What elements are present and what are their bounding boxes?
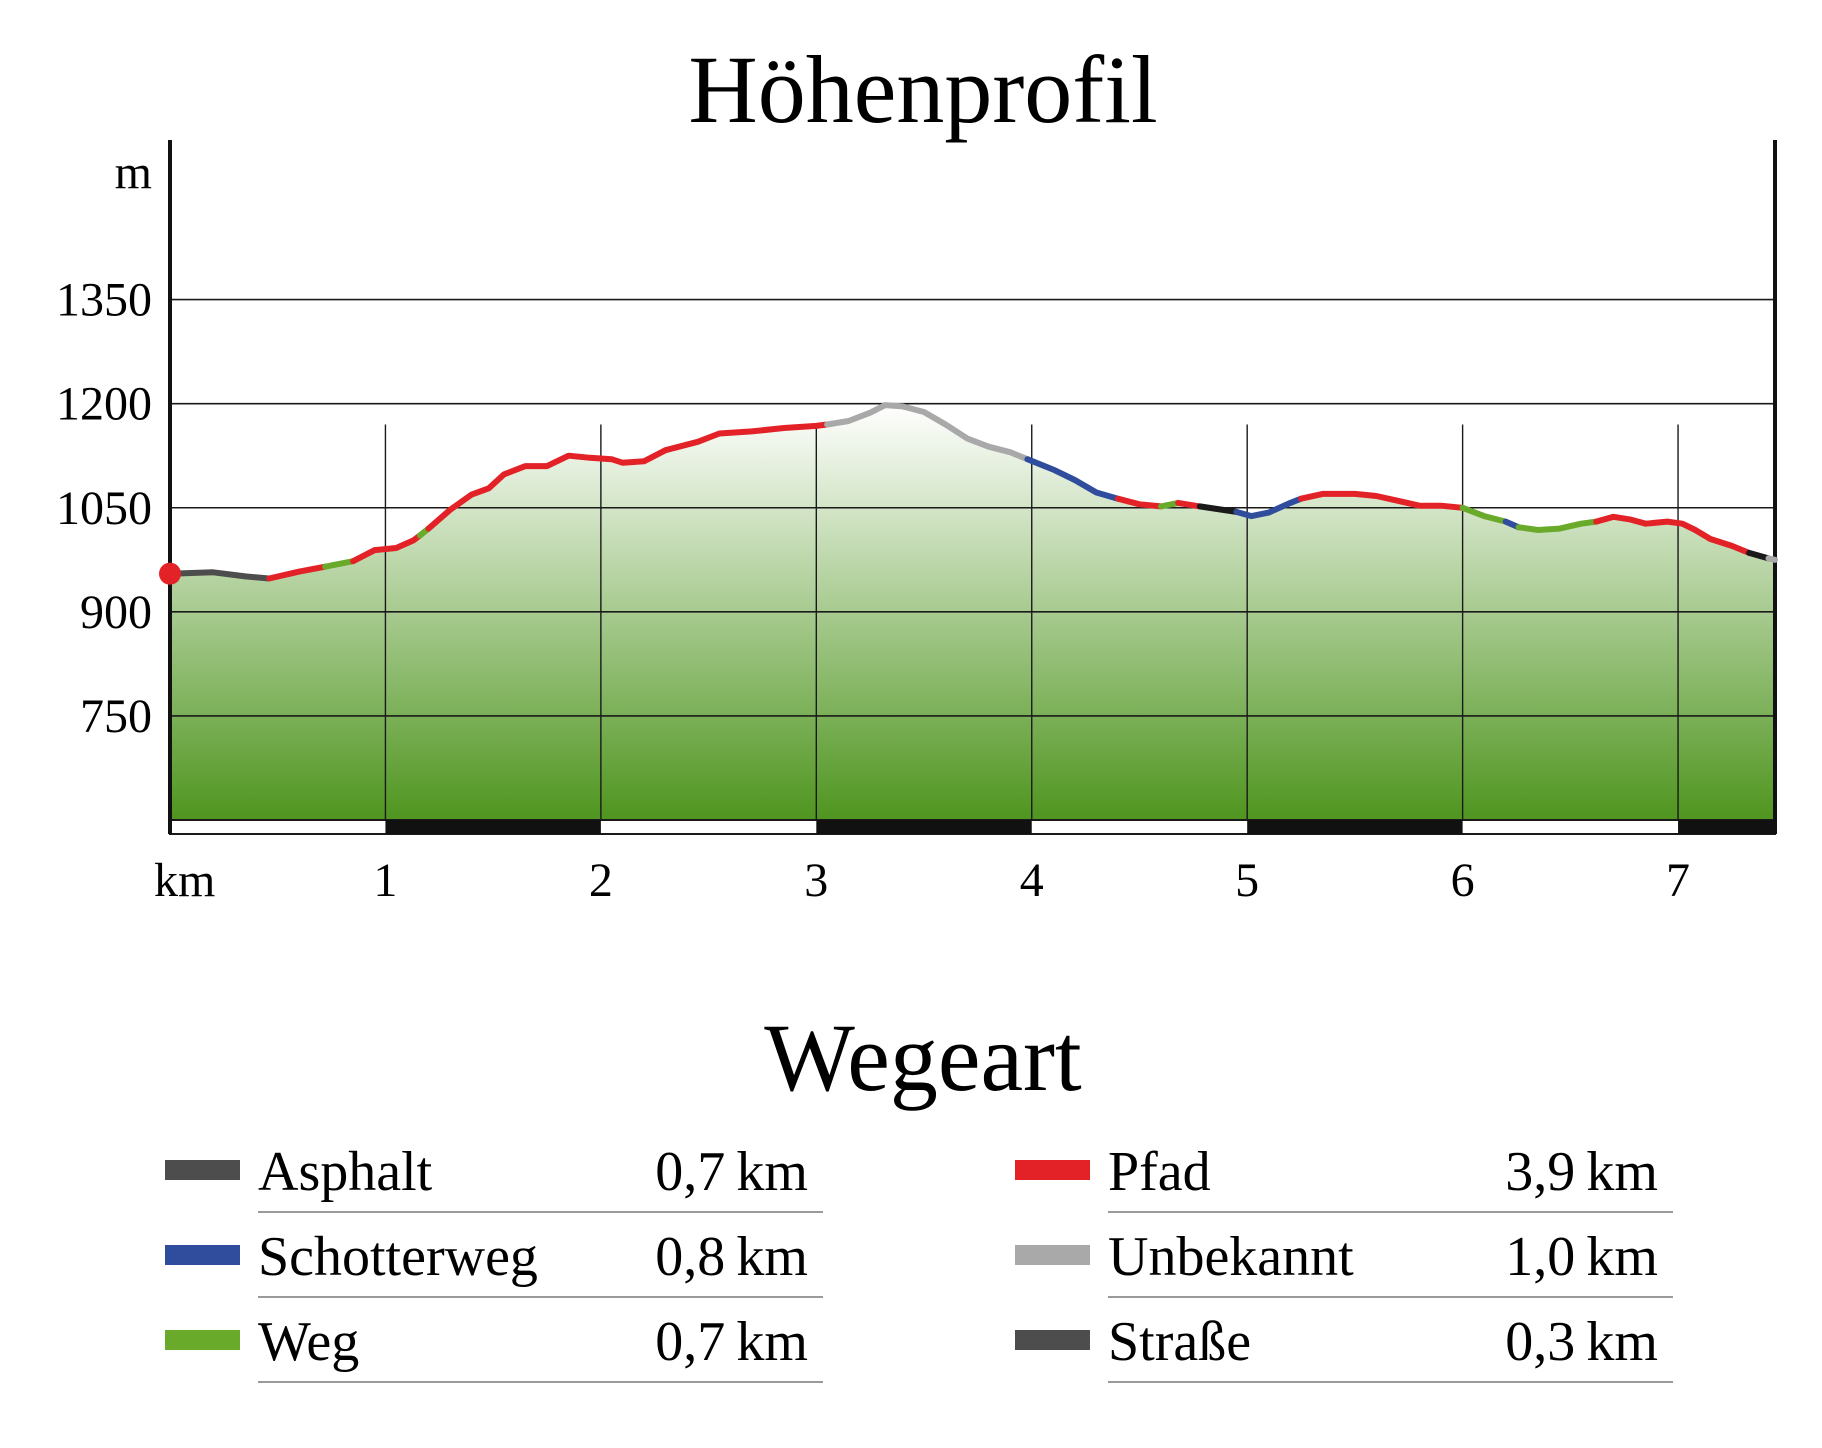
chart-title: Höhenprofil [688, 36, 1157, 143]
y-tick-label: 750 [80, 690, 152, 743]
start-marker [159, 562, 181, 585]
y-tick-label: 1050 [56, 482, 152, 535]
legend-label: Weg [258, 1311, 359, 1373]
y-tick-label: 900 [80, 586, 152, 639]
legend-swatch-schotterweg [165, 1245, 240, 1265]
legend-label: Straße [1108, 1311, 1251, 1373]
legend-value: 0,8 km [655, 1226, 808, 1288]
legend-swatch-straße [1015, 1330, 1090, 1350]
legend-label: Schotterweg [258, 1226, 538, 1288]
profile-segment-pfad [1593, 513, 1753, 556]
x-tick-label: 3 [804, 854, 828, 907]
legend-value: 0,7 km [655, 1141, 808, 1203]
km-scale-bar [169, 819, 1776, 835]
profile-segment-weg [322, 558, 357, 570]
legend-title: Wegeart [764, 1004, 1082, 1111]
axis-layer [168, 140, 1777, 834]
x-tick-label: 4 [1020, 854, 1044, 907]
y-axis-unit-label: m [115, 146, 152, 199]
legend-label: Unbekannt [1108, 1226, 1354, 1288]
x-axis-unit-label: km [154, 854, 215, 907]
profile-segment-pfad [425, 421, 831, 532]
legend-swatch-asphalt [165, 1160, 240, 1180]
y-tick-label: 1350 [56, 274, 152, 327]
km-scale-block [1678, 820, 1775, 834]
legend-label: Asphalt [258, 1141, 433, 1203]
profile-segment-pfad [1298, 490, 1466, 511]
y-tick-label: 1200 [56, 378, 152, 431]
profile-segment-unbekannt [824, 402, 1031, 463]
legend: Asphalt 0,7 km Schotterweg 0,8 km Weg 0,7 km P… [165, 1141, 1673, 1383]
legend-value: 3,9 km [1505, 1141, 1658, 1203]
grid-layer [170, 298, 1775, 820]
legend-label: Pfad [1108, 1141, 1211, 1203]
x-tick-label: 6 [1451, 854, 1475, 907]
profile-segment-schotterweg [1024, 456, 1121, 502]
profile-segment-pfad [1114, 495, 1164, 510]
profile-segment-straße [1746, 549, 1772, 562]
legend-value: 0,7 km [655, 1311, 808, 1373]
tick-label-layer: 750 900 1050 1200 1350 1 2 3 4 5 6 7 [56, 274, 1690, 907]
profile-line-layer [159, 402, 1778, 585]
profile-segment-pfad [266, 563, 329, 582]
x-tick-label: 7 [1666, 854, 1690, 907]
km-scale-block [385, 820, 601, 834]
profile-segment-unbekannt [1765, 555, 1778, 563]
profile-segment-pfad [1175, 499, 1203, 510]
legend-swatch-pfad [1015, 1160, 1090, 1180]
x-tick-label: 1 [373, 854, 397, 907]
km-scale-block [816, 820, 1032, 834]
legend-value: 1,0 km [1505, 1226, 1658, 1288]
profile-segment-asphalt [167, 569, 273, 582]
km-scale-block [1247, 820, 1463, 834]
profile-segment-weg [1515, 518, 1600, 533]
profile-segment-pfad [350, 532, 423, 565]
profile-segment-straße [1196, 503, 1240, 515]
legend-swatch-unbekannt [1015, 1245, 1090, 1265]
legend-value: 0,3 km [1505, 1311, 1658, 1373]
profile-segment-weg [1459, 504, 1509, 525]
x-tick-label: 2 [589, 854, 613, 907]
profile-segment-schotterweg [1233, 495, 1304, 520]
x-tick-label: 5 [1235, 854, 1259, 907]
legend-swatch-weg [165, 1330, 240, 1350]
